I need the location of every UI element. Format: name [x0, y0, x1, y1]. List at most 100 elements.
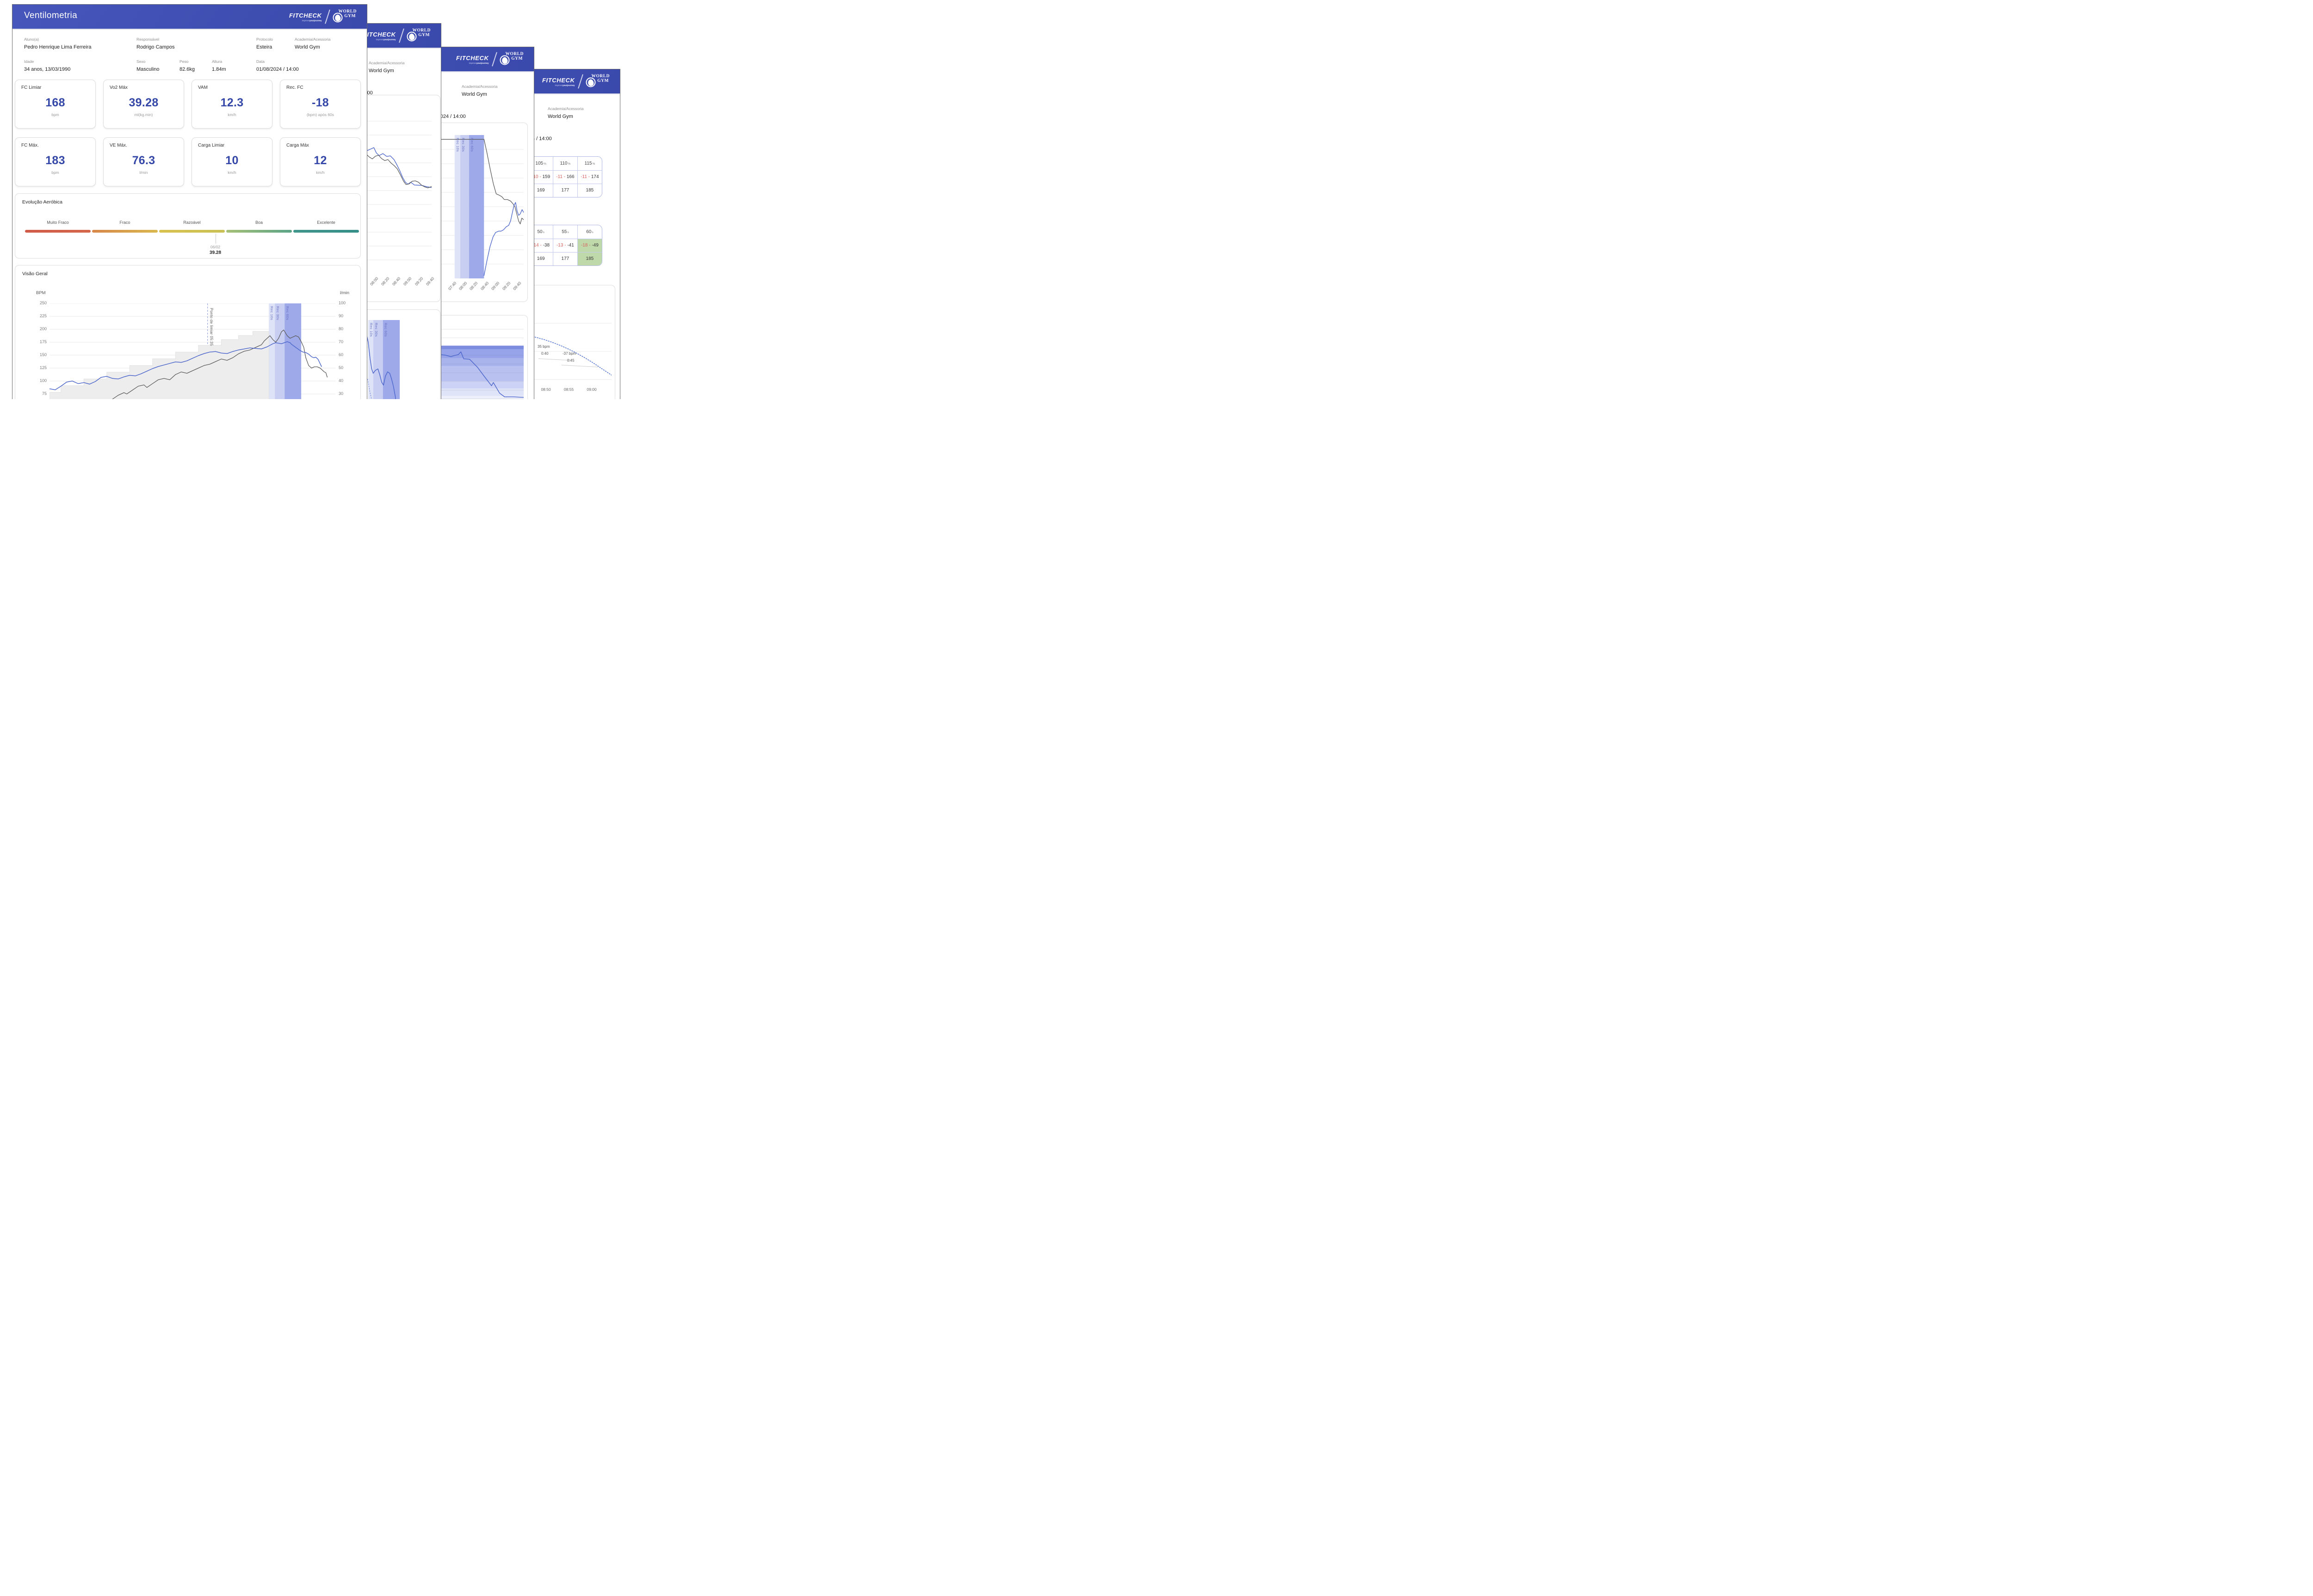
table-cell: 177 — [553, 252, 578, 265]
table-cell: 55s — [553, 225, 578, 239]
world-gym-text: WORLD — [505, 52, 524, 56]
metric-card-label: Carga Máx — [286, 143, 309, 148]
visao-geral-title: Visão Geral — [22, 271, 48, 277]
x-axis-tick: 09:00 — [490, 281, 501, 291]
evolucao-scale: Muito Fraco Fraco Razoável Boa Excelente 06/0… — [15, 194, 360, 258]
rec-band-label: Rec 60s — [285, 306, 290, 320]
x-axis-tick: 09:40 — [425, 276, 435, 287]
metric-card: FC Limiar 168 bpm — [15, 80, 96, 129]
y-axis-tick: 200 — [39, 326, 47, 331]
evolucao-level-label: Fraco — [119, 220, 130, 225]
responsavel-label: Responsável — [136, 37, 160, 42]
responsavel-value: Rodrigo Campos — [136, 44, 175, 50]
metric-card-unit: (bpm) após 60s — [306, 112, 334, 117]
metric-card-unit: ml(kg.min) — [134, 112, 153, 117]
metric-card-label: VE Máx. — [110, 143, 127, 148]
metric-card-label: FC Limiar — [21, 85, 42, 90]
annotation-time-2: 0:45 — [567, 358, 575, 363]
x-axis-tick: 08:20 — [469, 281, 479, 291]
rec-band-label: Rec 10s — [369, 323, 373, 337]
x-axis-tick: 07:40 — [447, 281, 458, 291]
y-axis-tick: 100 — [39, 378, 47, 383]
peso-label: Peso — [179, 59, 189, 64]
rec-band-label: Rec 10s — [270, 306, 274, 320]
logo-divider-slash — [398, 28, 404, 43]
data-label: Data — [256, 59, 265, 64]
metric-card: Carga Limiar 10 km/h — [192, 137, 272, 186]
page2-recovery-chart: Rec 10s Rec 30s Rec 60s — [119, 320, 432, 399]
academia-value: World Gym — [369, 68, 394, 74]
fitcheck-logo: FITCHECK improveyourjourney — [363, 31, 396, 41]
threshold-label: Ponto de limiar 05:35 — [209, 308, 214, 346]
metric-card: VE Máx. 76.3 l/min — [103, 137, 184, 186]
world-gym-text: GYM — [597, 79, 609, 83]
table-cell: 177 — [553, 183, 578, 197]
sexo-value: Masculino — [136, 67, 160, 72]
world-gym-logo: WORLD GYM — [407, 27, 431, 44]
protocolo-label: Protocolo — [256, 37, 273, 42]
rec-band-label: Rec 60s — [383, 323, 388, 337]
annotation-bpm-1: 35 bpm — [538, 345, 550, 349]
world-gym-logo: WORLD GYM — [500, 50, 524, 68]
y2-axis-tick: 100 — [339, 301, 346, 305]
evolucao-aerobica-panel: Evolução Aeróbica Muito Fraco Fraco Razoáv… — [15, 193, 361, 259]
y2-axis-tick: 40 — [339, 378, 344, 383]
x-axis-tick: 08:20 — [380, 276, 390, 287]
world-gym-text: GYM — [418, 33, 430, 37]
right-axis-unit: l/min — [340, 290, 349, 296]
aluno-label: Aluno(a) — [24, 37, 39, 42]
fitcheck-logo: FITCHECK improveyourjourney — [289, 12, 322, 22]
evolucao-level-label: Excelente — [317, 220, 335, 225]
header-logos: FITCHECK improveyourjourney WORLD GYM — [289, 8, 357, 25]
table-cell: 115% — [577, 157, 602, 170]
page-header: Ventilometria FITCHECK improveyourjourney… — [12, 5, 367, 29]
academia-label: Academia/Acessoria — [548, 106, 584, 111]
y2-axis-tick: 30 — [339, 391, 344, 396]
y2-axis-tick: 70 — [339, 339, 344, 344]
y-axis-tick: 150 — [39, 352, 47, 357]
metric-card-unit: bpm — [51, 112, 59, 117]
y2-axis-tick: 80 — [339, 326, 344, 331]
peso-value: 82.6kg — [179, 67, 195, 72]
x-axis-tick: 09:20 — [414, 276, 424, 287]
table-cell: -11 - 174 — [577, 170, 602, 184]
metric-card-value: 76.3 — [132, 154, 155, 167]
metric-card: Vo2 Máx 39.28 ml(kg.min) — [103, 80, 184, 129]
metric-card: VAM 12.3 km/h — [192, 80, 272, 129]
x-axis-tick: 09:00 — [587, 387, 597, 392]
world-gym-text: WORLD — [591, 74, 610, 79]
annotation-time-1: 0:40 — [541, 351, 549, 356]
y2-axis-tick: 60 — [339, 352, 344, 357]
table-cell: 60s — [577, 225, 602, 239]
rec-band-label: Rec 30s — [374, 323, 378, 337]
evolucao-scale-segment — [159, 230, 225, 233]
altura-label: Altura — [212, 59, 223, 64]
world-gym-text: GYM — [511, 56, 523, 61]
y-axis-tick: 125 — [39, 365, 47, 370]
metric-card-label: Vo2 Máx — [110, 85, 128, 90]
sexo-label: Sexo — [136, 59, 146, 64]
evolucao-marker-value: 39.28 — [210, 250, 222, 255]
evolucao-level-label: Boa — [255, 220, 263, 225]
metric-card: FC Máx. 183 bpm — [15, 137, 96, 186]
page-1-ventilometria: Ventilometria FITCHECK improveyourjourney… — [12, 4, 367, 399]
metric-card-value: 12.3 — [220, 96, 244, 109]
annotation-bpm-2: -37 bpm — [563, 351, 576, 356]
altura-value: 1.84m — [212, 67, 226, 72]
header-logos: FITCHECK improveyourjourney WORLD GYM — [456, 50, 524, 68]
evolucao-scale-segment — [25, 230, 91, 233]
academia-label: Academia/Acessoria — [369, 61, 405, 65]
idade-value: 34 anos, 13/03/1990 — [24, 67, 71, 72]
logo-divider-slash — [577, 74, 583, 89]
fitcheck-logo: FITCHECK improveyourjourney — [542, 76, 575, 86]
fitcheck-logo: FITCHECK improveyourjourney — [456, 54, 489, 64]
world-gym-text: WORLD — [338, 9, 357, 14]
x-axis-tick: 08:40 — [391, 276, 402, 287]
evolucao-title: Evolução Aeróbica — [22, 199, 62, 205]
rec-band-label: Rec 60s — [470, 138, 474, 152]
world-gym-logo: WORLD GYM — [586, 73, 610, 90]
x-axis-tick: 09:20 — [501, 281, 511, 291]
metric-card-value: 183 — [45, 154, 65, 167]
x-axis-tick: 08:00 — [458, 281, 468, 291]
data-value: 01/08/2024 / 14:00 — [256, 67, 299, 72]
